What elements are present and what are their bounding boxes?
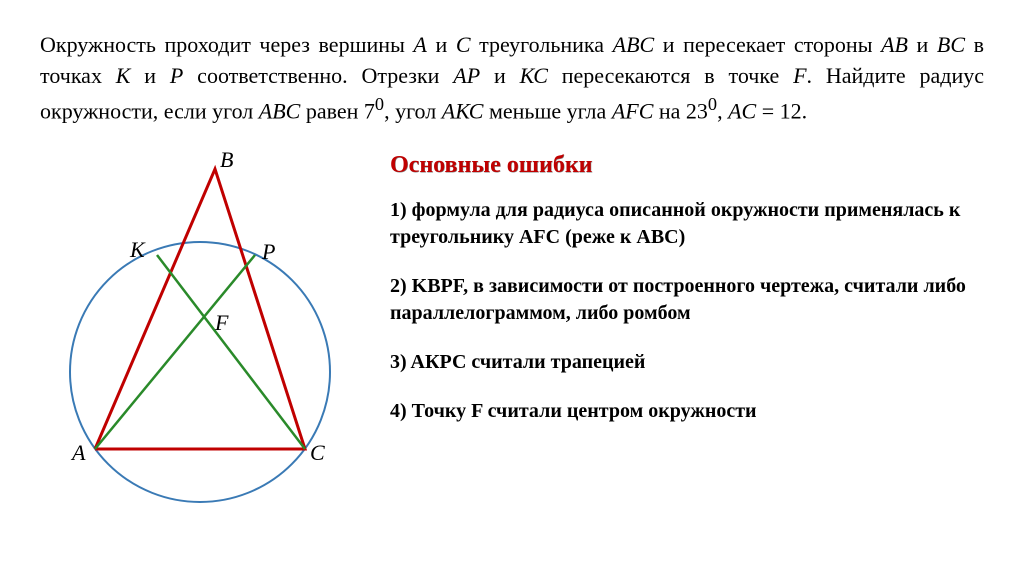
- segment-kc: КС: [520, 63, 548, 88]
- problem-text-4b: , угол: [384, 98, 442, 123]
- error-item-4: 4) Точку F считали центром окружности: [390, 398, 984, 425]
- degree-2: 0: [708, 94, 717, 114]
- angle-afc: AFC: [612, 98, 654, 123]
- problem-text-3a: пересекаются в точке: [548, 63, 793, 88]
- problem-text-2b: соответственно. Отрезки: [183, 63, 453, 88]
- segment-ap: AP: [453, 63, 480, 88]
- problem-text-4d: на 23: [653, 98, 708, 123]
- vertex-a: A: [413, 32, 426, 57]
- problem-and-4: и: [480, 63, 519, 88]
- label-f: F: [215, 310, 228, 336]
- angle-abc: ABC: [259, 98, 301, 123]
- error-item-3: 3) AКРС считали трапецией: [390, 349, 984, 376]
- problem-eq: = 12.: [756, 98, 807, 123]
- label-a: A: [72, 440, 85, 466]
- vertex-c: C: [456, 32, 471, 57]
- point-k: К: [116, 63, 131, 88]
- angle-akc: AКС: [442, 98, 484, 123]
- problem-text-4e: ,: [717, 98, 728, 123]
- label-k: К: [130, 237, 145, 263]
- segment-ac: AC: [728, 98, 756, 123]
- problem-and-2: и: [908, 32, 937, 57]
- problem-text-1b: треугольника: [471, 32, 613, 57]
- point-p: P: [170, 63, 183, 88]
- error-item-1: 1) формула для радиуса описанной окружно…: [390, 197, 984, 251]
- triangle-abc: ABC: [613, 32, 655, 57]
- problem-and-1: и: [427, 32, 456, 57]
- problem-and-3: и: [130, 63, 169, 88]
- label-c: C: [310, 440, 325, 466]
- problem-text-4a: равен 7: [300, 98, 375, 123]
- side-ab: AB: [881, 32, 908, 57]
- side-bc: BC: [937, 32, 965, 57]
- geometry-diagram: B К P F A C: [40, 147, 360, 517]
- degree-1: 0: [375, 94, 384, 114]
- problem-statement: Окружность проходит через вершины A и C …: [40, 30, 984, 127]
- point-f: F: [793, 63, 806, 88]
- error-item-2: 2) KBPF, в зависимости от построенного ч…: [390, 273, 984, 327]
- problem-text-4c: меньше угла: [483, 98, 611, 123]
- label-p: P: [262, 239, 275, 265]
- problem-text-1c: и пересекает стороны: [654, 32, 881, 57]
- problem-text-1: Окружность проходит через вершины: [40, 32, 413, 57]
- errors-heading: Основные ошибки: [390, 152, 984, 179]
- label-b: B: [220, 147, 233, 173]
